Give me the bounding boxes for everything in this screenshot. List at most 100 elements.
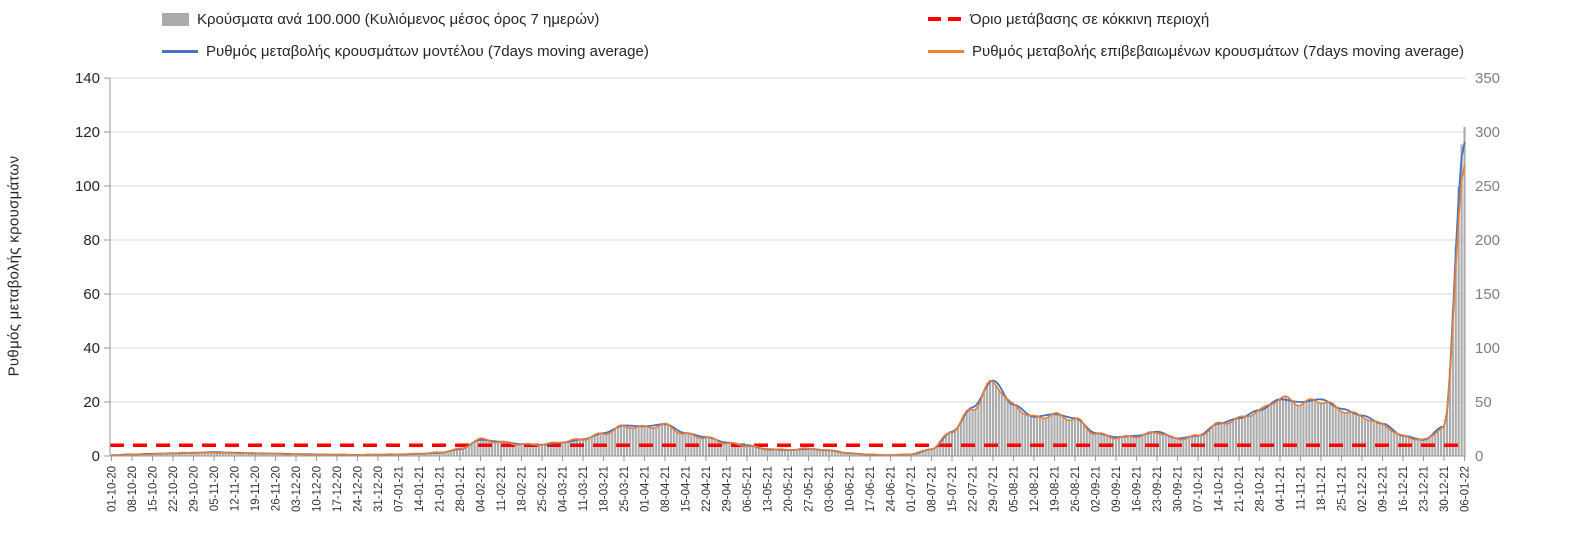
- svg-text:350: 350: [1475, 70, 1500, 87]
- svg-text:20: 20: [83, 394, 100, 411]
- svg-text:150: 150: [1475, 286, 1500, 303]
- svg-text:30-09-21: 30-09-21: [1173, 466, 1185, 512]
- svg-text:08-07-21: 08-07-21: [927, 466, 939, 512]
- svg-text:120: 120: [75, 124, 100, 141]
- legend-item-model-rate: Ρυθμός μεταβολής κρουσμάτων μοντέλου (7d…: [162, 40, 649, 62]
- x-axis: 01-10-20 08-10-20 15-10-20 22-10-20 29-10-20…: [107, 455, 1472, 512]
- gridlines: [110, 77, 1466, 403]
- svg-text:0: 0: [92, 448, 100, 465]
- svg-text:60: 60: [83, 286, 100, 303]
- svg-text:29-10-20: 29-10-20: [189, 466, 201, 512]
- right-axis: 0 50 100 150 200 250 300 350: [1475, 70, 1500, 465]
- svg-text:06-05-21: 06-05-21: [742, 466, 754, 512]
- legend-label-red-threshold: Όριο μετάβασης σε κόκκινη περιοχή: [970, 10, 1210, 28]
- svg-text:04-02-21: 04-02-21: [476, 466, 488, 512]
- svg-text:15-04-21: 15-04-21: [681, 466, 693, 512]
- svg-text:17-06-21: 17-06-21: [865, 466, 877, 512]
- svg-text:22-04-21: 22-04-21: [701, 466, 713, 512]
- svg-text:16-09-21: 16-09-21: [1132, 466, 1144, 512]
- y-axis-title: Ρυθμός μεταβολής κρουσμάτων: [5, 155, 23, 377]
- svg-text:23-09-21: 23-09-21: [1152, 466, 1164, 512]
- svg-text:17-12-20: 17-12-20: [332, 466, 344, 512]
- svg-text:20-05-21: 20-05-21: [783, 466, 795, 512]
- svg-text:11-02-21: 11-02-21: [496, 466, 508, 511]
- svg-text:06-01-22: 06-01-22: [1460, 466, 1472, 512]
- svg-text:02-09-21: 02-09-21: [1091, 466, 1103, 512]
- svg-text:13-05-21: 13-05-21: [763, 466, 775, 512]
- legend-item-red-threshold: Όριο μετάβασης σε κόκκινη περιοχή: [928, 8, 1209, 30]
- left-axis: 0 20 40 60 80 100 120 140: [75, 70, 111, 465]
- svg-text:10-06-21: 10-06-21: [845, 466, 857, 512]
- svg-text:02-12-21: 02-12-21: [1357, 466, 1369, 512]
- svg-text:04-03-21: 04-03-21: [558, 466, 570, 512]
- svg-text:08-10-20: 08-10-20: [127, 466, 139, 512]
- svg-text:01-10-20: 01-10-20: [107, 466, 119, 512]
- svg-text:200: 200: [1475, 232, 1500, 249]
- svg-text:05-08-21: 05-08-21: [1009, 466, 1021, 512]
- orange-line-swatch-icon: [928, 49, 964, 53]
- svg-text:29-04-21: 29-04-21: [722, 466, 734, 512]
- svg-text:10-12-20: 10-12-20: [312, 466, 324, 512]
- svg-text:18-11-21: 18-11-21: [1316, 466, 1328, 511]
- svg-text:100: 100: [1475, 340, 1500, 357]
- svg-text:14-01-21: 14-01-21: [414, 466, 426, 512]
- legend-item-confirmed-rate: Ρυθμός μεταβολής επιβεβαιωμένων κρουσμάτ…: [928, 40, 1464, 62]
- svg-text:18-03-21: 18-03-21: [599, 466, 611, 512]
- svg-text:15-10-20: 15-10-20: [148, 466, 160, 512]
- svg-text:100: 100: [75, 178, 100, 195]
- svg-text:21-10-21: 21-10-21: [1234, 466, 1246, 512]
- svg-text:22-07-21: 22-07-21: [968, 466, 980, 512]
- svg-text:01-07-21: 01-07-21: [906, 466, 918, 512]
- svg-text:18-02-21: 18-02-21: [517, 466, 529, 512]
- svg-text:28-10-21: 28-10-21: [1255, 466, 1267, 512]
- gray-bar-swatch-icon: [162, 12, 189, 26]
- svg-text:25-03-21: 25-03-21: [619, 466, 631, 512]
- svg-text:40: 40: [83, 340, 100, 357]
- svg-text:30-12-21: 30-12-21: [1439, 466, 1451, 512]
- svg-text:29-07-21: 29-07-21: [988, 466, 1000, 512]
- confirmed-line: [110, 164, 1466, 457]
- legend-label-cases-per-100k: Κρούσματα ανά 100.000 (Κυλιόμενος μέσος …: [197, 10, 600, 28]
- svg-text:19-08-21: 19-08-21: [1050, 466, 1062, 512]
- svg-text:07-10-21: 07-10-21: [1193, 466, 1205, 512]
- svg-text:09-09-21: 09-09-21: [1111, 466, 1123, 512]
- svg-text:25-11-21: 25-11-21: [1337, 466, 1349, 511]
- svg-text:24-06-21: 24-06-21: [886, 466, 898, 512]
- svg-text:12-11-20: 12-11-20: [230, 466, 242, 511]
- svg-text:0: 0: [1475, 448, 1483, 465]
- svg-text:15-07-21: 15-07-21: [947, 466, 959, 512]
- svg-text:14-10-21: 14-10-21: [1214, 466, 1226, 512]
- svg-text:50: 50: [1475, 394, 1492, 411]
- legend-item-cases-per-100k: Κρούσματα ανά 100.000 (Κυλιόμενος μέσος …: [162, 8, 599, 30]
- svg-text:03-06-21: 03-06-21: [824, 466, 836, 512]
- svg-text:23-12-21: 23-12-21: [1419, 466, 1431, 512]
- svg-text:07-01-21: 07-01-21: [394, 466, 406, 512]
- svg-text:24-12-20: 24-12-20: [353, 466, 365, 512]
- svg-text:09-12-21: 09-12-21: [1378, 466, 1390, 512]
- svg-text:12-08-21: 12-08-21: [1029, 466, 1041, 512]
- blue-line-swatch-icon: [162, 49, 198, 53]
- svg-text:11-03-21: 11-03-21: [578, 466, 590, 511]
- svg-text:19-11-20: 19-11-20: [250, 466, 262, 511]
- svg-text:21-01-21: 21-01-21: [435, 466, 447, 512]
- svg-text:11-11-21: 11-11-21: [1296, 466, 1308, 510]
- svg-text:80: 80: [83, 232, 100, 249]
- svg-text:04-11-21: 04-11-21: [1275, 466, 1287, 511]
- svg-text:250: 250: [1475, 178, 1500, 195]
- svg-text:31-12-20: 31-12-20: [373, 466, 385, 512]
- bars-series: [110, 127, 1466, 457]
- svg-text:05-11-20: 05-11-20: [209, 466, 221, 511]
- red-dash: [928, 17, 941, 21]
- svg-text:22-10-20: 22-10-20: [168, 466, 180, 512]
- svg-text:16-12-21: 16-12-21: [1398, 466, 1410, 512]
- svg-text:01-04-21: 01-04-21: [640, 466, 652, 512]
- red-dash: [948, 17, 961, 21]
- red-dashed-swatch-icon: [928, 17, 962, 21]
- legend-label-model-rate: Ρυθμός μεταβολής κρουσμάτων μοντέλου (7d…: [206, 42, 649, 60]
- svg-text:25-02-21: 25-02-21: [537, 466, 549, 512]
- svg-text:28-01-21: 28-01-21: [455, 466, 467, 512]
- svg-text:27-05-21: 27-05-21: [804, 466, 816, 512]
- svg-text:03-12-20: 03-12-20: [291, 466, 303, 512]
